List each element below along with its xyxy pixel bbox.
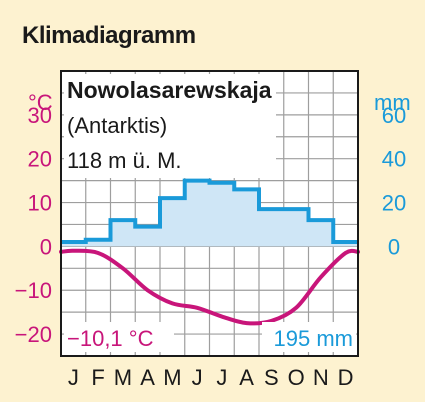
month-label: A: [140, 365, 155, 390]
station-info-backdrop: [64, 74, 276, 178]
prec-tick-label: 40: [382, 147, 406, 172]
month-label: A: [239, 365, 254, 390]
prec-unit-label: mm: [374, 90, 411, 115]
station-region: (Antarktis): [67, 113, 167, 138]
diagram-heading: Klimadiagramm: [22, 22, 196, 49]
station-name: Nowolasarewskaja: [67, 77, 272, 103]
month-label: D: [338, 365, 354, 390]
plot-border: [60, 70, 359, 357]
prec-tick-label: 0: [388, 234, 400, 259]
month-label: O: [288, 365, 305, 390]
station-elevation: 118 m ü. M.: [67, 148, 182, 173]
temp-tick-label: 30: [28, 103, 52, 128]
precipitation-step-line: [61, 178, 358, 244]
month-label: J: [68, 365, 79, 390]
temp-axis-ticks: 30 20 10 0 −10 −20: [15, 103, 52, 347]
month-label: F: [91, 365, 104, 390]
annual-precip-backdrop: [262, 322, 356, 352]
month-label: J: [216, 365, 227, 390]
temp-tick-label: −10: [15, 278, 52, 303]
temp-tick-label: 10: [28, 191, 52, 216]
prec-axis-ticks: 60 40 20 0: [382, 103, 406, 260]
month-label: N: [313, 365, 329, 390]
prec-tick-label: 20: [382, 191, 406, 216]
precipitation-area: [61, 180, 358, 247]
month-label: M: [163, 365, 181, 390]
annual-precipitation: 195 mm: [274, 326, 353, 351]
temp-tick-label: 20: [28, 147, 52, 172]
month-label: M: [114, 365, 132, 390]
prec-tick-label: 60: [382, 103, 406, 128]
temperature-curve: [59, 248, 360, 326]
month-label: J: [192, 365, 203, 390]
temp-tick-label: 0: [40, 234, 52, 259]
mean-temperature: −10,1 °C: [67, 326, 154, 351]
temp-tick-label: −20: [15, 322, 52, 347]
temp-unit-label: °C: [28, 90, 53, 115]
mean-temp-backdrop: [64, 322, 174, 352]
month-label: S: [264, 365, 279, 390]
